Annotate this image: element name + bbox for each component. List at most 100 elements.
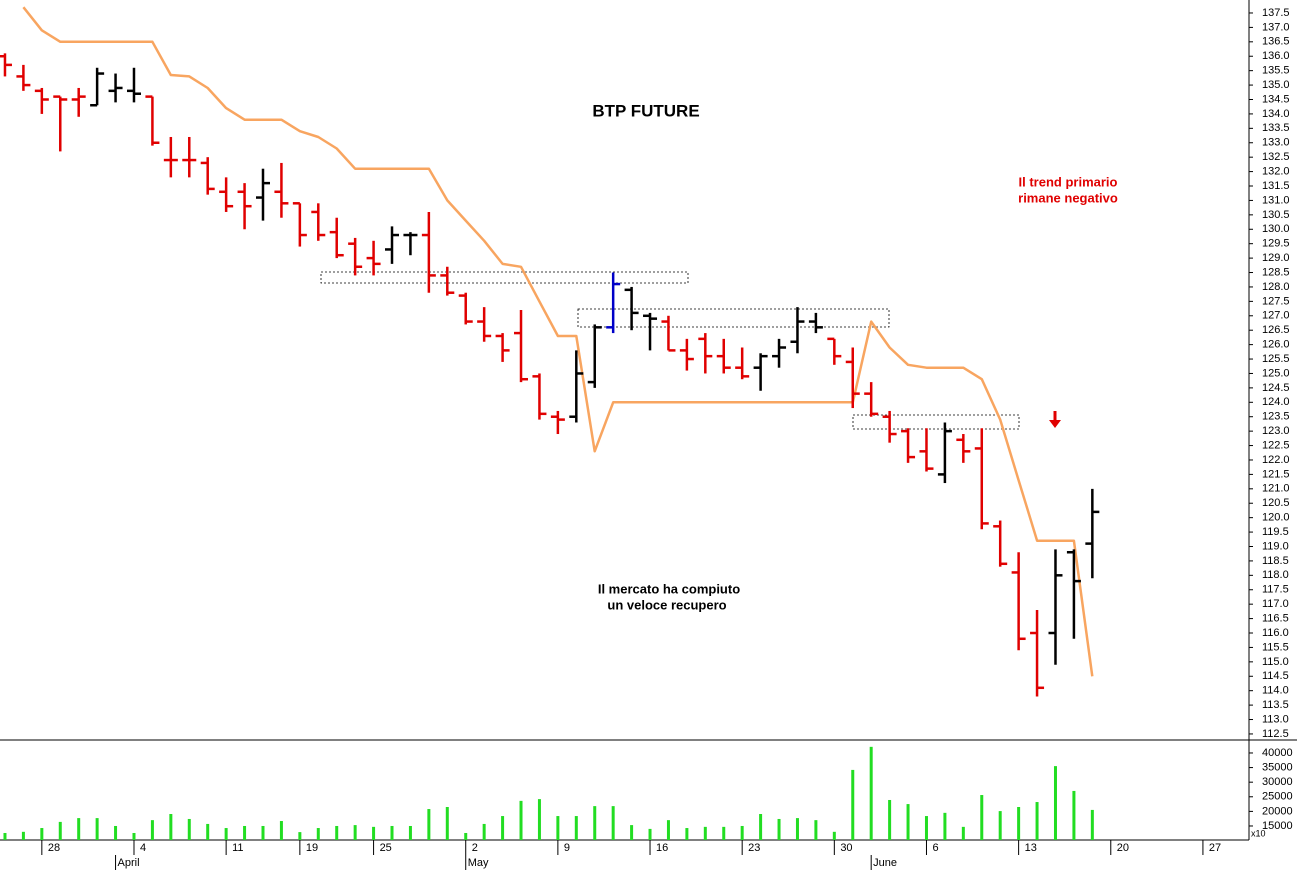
x-tick-label: 9: [564, 842, 570, 854]
y-tick-label: 20000: [1262, 805, 1293, 817]
volume-bar: [298, 832, 302, 840]
y-tick-label: 124.5: [1262, 382, 1290, 394]
volume-bar: [1017, 807, 1021, 840]
y-tick-label: 120.5: [1262, 497, 1290, 509]
volume-bar: [58, 821, 62, 840]
volume-bar: [169, 814, 173, 840]
y-tick-label: 118.0: [1262, 569, 1289, 581]
y-tick-label: 120.0: [1262, 512, 1290, 524]
y-tick-label: 119.0: [1262, 540, 1289, 552]
volume-bar: [445, 807, 449, 840]
y-tick-label: 121.5: [1262, 468, 1290, 480]
y-tick-label: 121.0: [1262, 483, 1290, 495]
y-tick-label: 128.0: [1262, 281, 1290, 293]
volume-bar: [427, 809, 431, 840]
x-tick-label: 30: [840, 842, 852, 854]
y-tick-label: 132.0: [1262, 165, 1290, 177]
chart-title: BTP FUTURE: [592, 101, 699, 120]
volume-bar: [279, 821, 283, 840]
volume-unit: x10: [1251, 828, 1266, 838]
volume-bar: [851, 769, 855, 840]
volume-bar: [353, 825, 357, 840]
volume-bar: [869, 746, 873, 840]
y-tick-label: 131.5: [1262, 180, 1290, 192]
volume-bar: [501, 816, 505, 840]
volume-bar: [335, 825, 339, 840]
volume-bar: [1053, 766, 1057, 840]
y-tick-label: 117.0: [1262, 598, 1289, 610]
y-tick-label: 125.5: [1262, 353, 1290, 365]
x-tick-label: 19: [306, 842, 318, 854]
volume-bar: [961, 826, 965, 840]
x-tick-label: 13: [1025, 842, 1037, 854]
y-tick-label: 134.5: [1262, 93, 1290, 105]
volume-bar: [648, 828, 652, 840]
y-tick-label: 115.0: [1262, 656, 1289, 668]
x-tick-label: 20: [1117, 842, 1129, 854]
y-tick-label: 132.5: [1262, 151, 1290, 163]
y-tick-label: 129.5: [1262, 238, 1290, 250]
x-tick-label: 25: [380, 842, 392, 854]
y-tick-label: 131.0: [1262, 194, 1290, 206]
month-label: April: [118, 857, 140, 869]
volume-bar: [1072, 790, 1076, 840]
volume-bar: [95, 818, 99, 840]
y-tick-label: 136.5: [1262, 36, 1290, 48]
y-tick-label: 117.5: [1262, 584, 1289, 596]
volume-bar: [832, 831, 836, 840]
y-tick-label: 129.0: [1262, 252, 1290, 264]
volume-bar: [21, 831, 25, 840]
y-tick-label: 113.5: [1262, 699, 1289, 711]
y-tick-label: 118.5: [1262, 555, 1289, 567]
zone-box: [320, 271, 689, 284]
volume-bar: [759, 814, 763, 840]
y-tick-label: 125.0: [1262, 367, 1290, 379]
y-tick-label: 113.0: [1262, 713, 1289, 725]
volume-bar: [722, 826, 726, 840]
zone-box: [852, 414, 1020, 430]
volume-bar: [924, 816, 928, 840]
volume-bar: [980, 795, 984, 840]
volume-bar: [132, 832, 136, 840]
y-tick-label: 126.5: [1262, 324, 1290, 336]
volume-bar: [574, 816, 578, 840]
volume-bar: [943, 812, 947, 840]
y-tick-label: 15000: [1262, 820, 1293, 832]
y-tick-label: 123.5: [1262, 411, 1290, 423]
annotation: rimane negativo: [1018, 190, 1118, 205]
volume-bar: [114, 825, 118, 840]
volume-bar: [740, 825, 744, 840]
y-tick-label: 119.5: [1262, 526, 1289, 538]
down-arrow: [1049, 411, 1061, 428]
y-tick-label: 130.0: [1262, 223, 1290, 235]
volume-bar: [482, 823, 486, 840]
x-tick-label: 4: [140, 842, 146, 854]
volume-bar: [593, 806, 597, 840]
annotation: Il mercato ha compiuto: [598, 581, 740, 596]
volume-bar: [795, 818, 799, 840]
volume-bar: [464, 832, 468, 840]
volume-bar: [1090, 809, 1094, 840]
volume-bar: [1035, 802, 1039, 840]
volume-bar: [243, 825, 247, 840]
y-tick-label: 40000: [1262, 747, 1293, 759]
annotation: Il trend primario: [1019, 174, 1118, 189]
y-tick-label: 127.5: [1262, 295, 1290, 307]
volume-bar: [224, 828, 228, 840]
y-tick-label: 123.0: [1262, 425, 1290, 437]
y-tick-label: 115.5: [1262, 641, 1289, 653]
volume-bar: [40, 828, 44, 840]
volume-bar: [666, 820, 670, 840]
y-tick-label: 136.0: [1262, 50, 1290, 62]
x-tick-label: 16: [656, 842, 668, 854]
y-tick-label: 137.0: [1262, 21, 1290, 33]
x-tick-label: 28: [48, 842, 60, 854]
volume-bar: [372, 826, 376, 840]
volume-bar: [703, 826, 707, 840]
volume-bar: [556, 816, 560, 840]
volume-bar: [630, 825, 634, 840]
volume-bar: [77, 818, 81, 840]
volume-bar: [777, 818, 781, 840]
y-tick-label: 133.5: [1262, 122, 1290, 134]
